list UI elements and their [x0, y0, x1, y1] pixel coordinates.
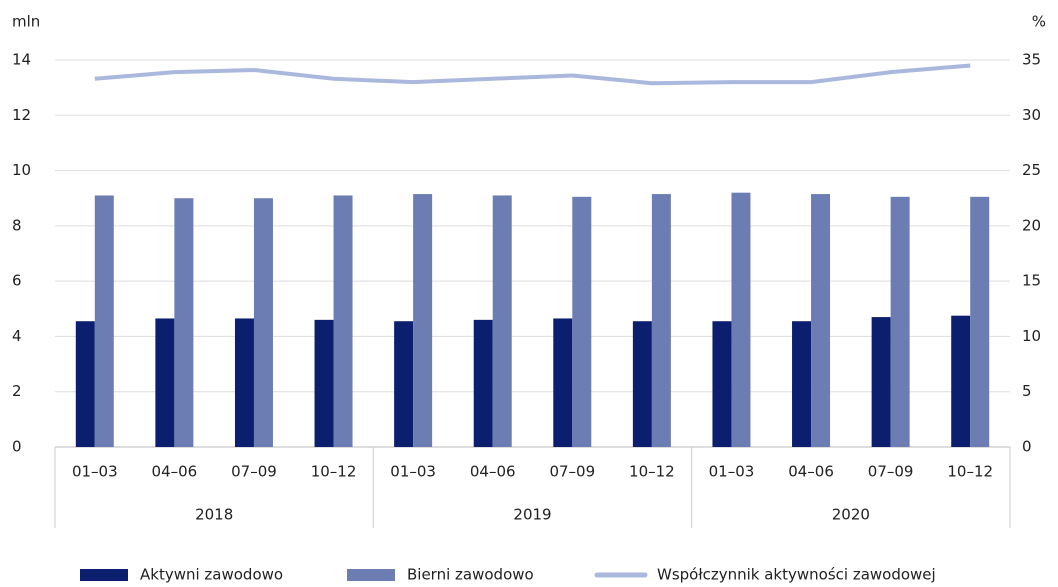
- y-tick-label: 14: [12, 51, 31, 69]
- x-tick-label: 01–03: [709, 463, 755, 481]
- bar: [553, 318, 573, 447]
- bar: [890, 196, 910, 447]
- bar: [333, 195, 353, 447]
- bar: [572, 196, 592, 447]
- y2-axis-label: %: [1032, 13, 1046, 31]
- bar: [234, 318, 254, 447]
- x-tick-label: 10–12: [629, 463, 675, 481]
- legend-label: Aktywni zawodowo: [140, 566, 283, 584]
- bar: [871, 317, 891, 447]
- y-tick-label: 12: [12, 106, 31, 124]
- bar: [731, 192, 751, 447]
- y-tick-label: 4: [12, 327, 22, 345]
- y2-tick-label: 25: [1022, 161, 1041, 179]
- x-tick-label: 01–03: [390, 463, 436, 481]
- year-label: 2018: [195, 506, 233, 524]
- y2-tick-label: 5: [1022, 382, 1032, 400]
- bar: [792, 321, 812, 447]
- bar: [632, 321, 652, 447]
- legend-swatch: [80, 569, 128, 581]
- y2-tick-label: 15: [1022, 272, 1041, 290]
- y2-tick-label: 30: [1022, 106, 1041, 124]
- line: [94, 63, 971, 86]
- bar: [413, 194, 433, 447]
- bar: [651, 194, 671, 447]
- legend-swatch: [347, 569, 395, 581]
- y2-tick-label: 10: [1022, 327, 1041, 345]
- x-tick-label: 10–12: [947, 463, 993, 481]
- x-tick-label: 07–09: [868, 463, 914, 481]
- x-tick-label: 04–06: [470, 463, 516, 481]
- year-label: 2019: [513, 506, 551, 524]
- y2-tick-label: 35: [1022, 51, 1041, 69]
- bar: [155, 318, 175, 447]
- bar: [314, 319, 334, 447]
- bar: [712, 321, 732, 447]
- bar: [174, 198, 194, 447]
- y-tick-label: 10: [12, 161, 31, 179]
- bar: [473, 319, 493, 447]
- y-tick-label: 8: [12, 216, 22, 234]
- y2-tick-label: 0: [1022, 438, 1032, 456]
- legend-label: Współczynnik aktywności zawodowej: [657, 566, 936, 584]
- bar: [951, 315, 971, 447]
- x-tick-label: 07–09: [231, 463, 277, 481]
- legend-label: Bierni zawodowo: [407, 566, 534, 584]
- year-label: 2020: [832, 506, 870, 524]
- bar: [970, 196, 990, 447]
- x-tick-label: 04–06: [788, 463, 834, 481]
- y2-tick-label: 20: [1022, 216, 1041, 234]
- bar: [94, 195, 114, 447]
- bar: [811, 194, 831, 447]
- y-tick-label: 0: [12, 438, 22, 456]
- bar: [253, 198, 273, 447]
- x-tick-label: 07–09: [549, 463, 595, 481]
- y-tick-label: 2: [12, 382, 22, 400]
- bar: [75, 321, 95, 447]
- x-tick-label: 01–03: [72, 463, 118, 481]
- x-tick-label: 04–06: [152, 463, 198, 481]
- y-tick-label: 6: [12, 272, 22, 290]
- y-axis-label: mln: [12, 13, 40, 31]
- bar: [492, 195, 512, 447]
- x-tick-label: 10–12: [311, 463, 357, 481]
- bar: [394, 321, 414, 447]
